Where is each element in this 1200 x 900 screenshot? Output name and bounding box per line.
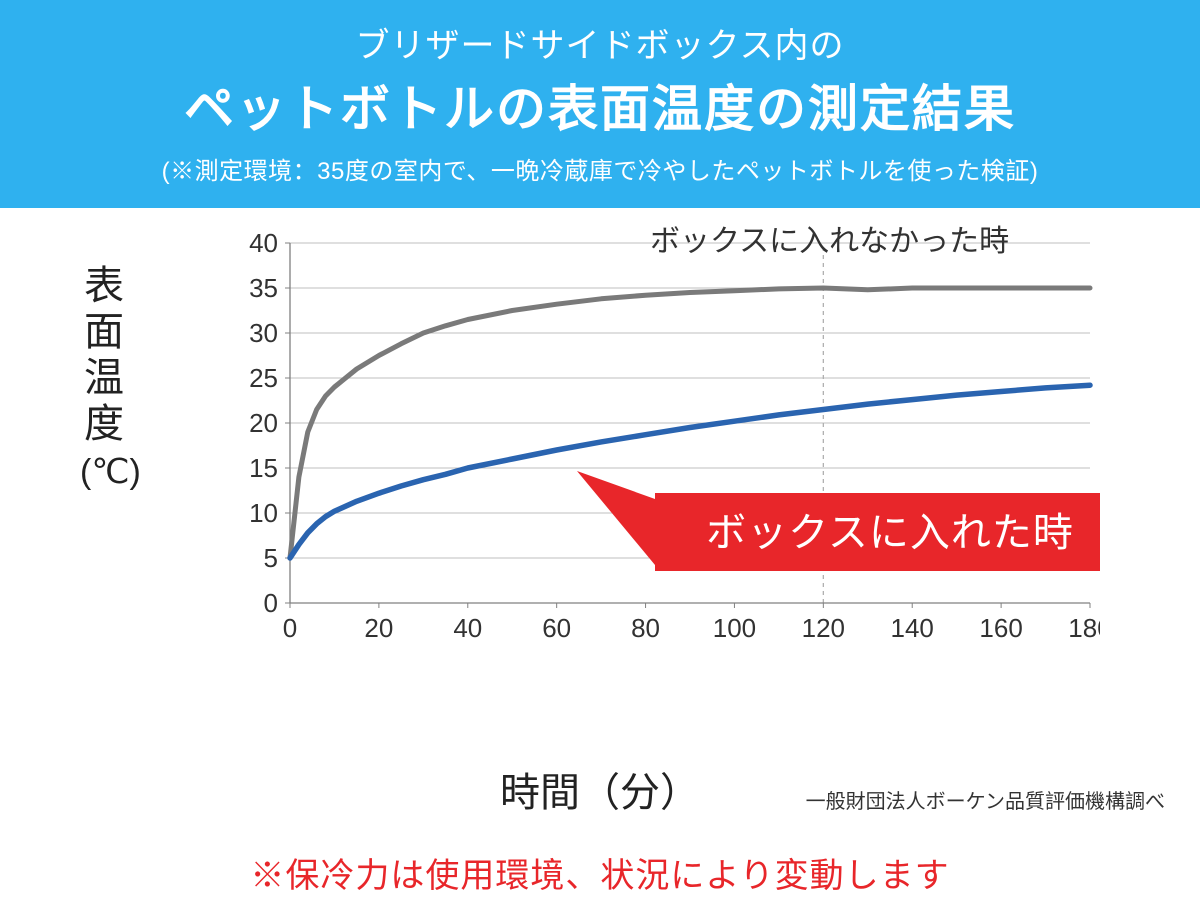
svg-text:0: 0 [264, 588, 278, 618]
svg-text:ボックスに入れなかった時: ボックスに入れなかった時 [650, 225, 1009, 258]
svg-text:160: 160 [979, 613, 1022, 643]
y-axis-unit: (℃) [80, 453, 141, 492]
x-axis-label: 時間（分） [500, 771, 700, 815]
y-axis-char: 面 [84, 310, 124, 354]
y-axis-label: 表 面 温 度 (℃) [80, 263, 128, 493]
svg-text:20: 20 [249, 408, 278, 438]
svg-text:180: 180 [1068, 613, 1100, 643]
header-line-1: ブリザードサイドボックス内の [10, 18, 1190, 67]
credit-text: 一般財団法人ボーケン品質評価機構調べ [806, 785, 1165, 814]
svg-text:ボックスに入れた時: ボックスに入れた時 [706, 511, 1074, 555]
svg-text:40: 40 [453, 613, 482, 643]
svg-text:100: 100 [713, 613, 756, 643]
svg-text:60: 60 [542, 613, 571, 643]
y-axis-char: 度 [84, 402, 124, 446]
svg-text:140: 140 [891, 613, 934, 643]
header-line-3: (※測定環境：35度の室内で、一晩冷蔵庫で冷やしたペットボトルを使った検証) [10, 151, 1190, 186]
disclaimer-text: ※保冷力は使用環境、状況により変動します [0, 848, 1200, 897]
header-line-2: ペットボトルの表面温度の測定結果 [10, 69, 1190, 141]
svg-text:25: 25 [249, 363, 278, 393]
svg-text:20: 20 [364, 613, 393, 643]
svg-text:5: 5 [264, 543, 278, 573]
svg-text:30: 30 [249, 318, 278, 348]
header-banner: ブリザードサイドボックス内の ペットボトルの表面温度の測定結果 (※測定環境：3… [0, 0, 1200, 208]
y-axis-char: 温 [84, 356, 124, 400]
svg-text:0: 0 [283, 613, 297, 643]
svg-text:10: 10 [249, 498, 278, 528]
chart-region: 表 面 温 度 (℃) 0 5 10 15 20 25 30 35 40 0 20 40 60 80 100… [0, 208, 1200, 768]
x-axis-label-row: 時間（分） 一般財団法人ボーケン品質評価機構調べ [0, 760, 1200, 818]
line-chart: 0 5 10 15 20 25 30 35 40 0 20 40 60 80 100 120 140 160 180… [230, 223, 1100, 703]
svg-text:40: 40 [249, 228, 278, 258]
svg-text:15: 15 [249, 453, 278, 483]
svg-text:35: 35 [249, 273, 278, 303]
svg-text:120: 120 [802, 613, 845, 643]
svg-text:80: 80 [631, 613, 660, 643]
y-axis-char: 表 [84, 264, 124, 308]
